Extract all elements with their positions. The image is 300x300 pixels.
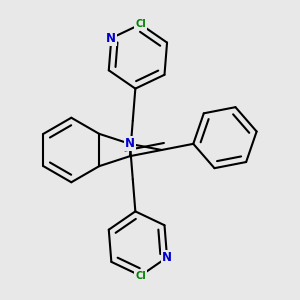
- Text: Cl: Cl: [135, 19, 146, 29]
- Text: N: N: [125, 137, 135, 150]
- Text: N: N: [106, 32, 116, 45]
- Text: Cl: Cl: [135, 271, 146, 281]
- Text: N: N: [162, 251, 172, 264]
